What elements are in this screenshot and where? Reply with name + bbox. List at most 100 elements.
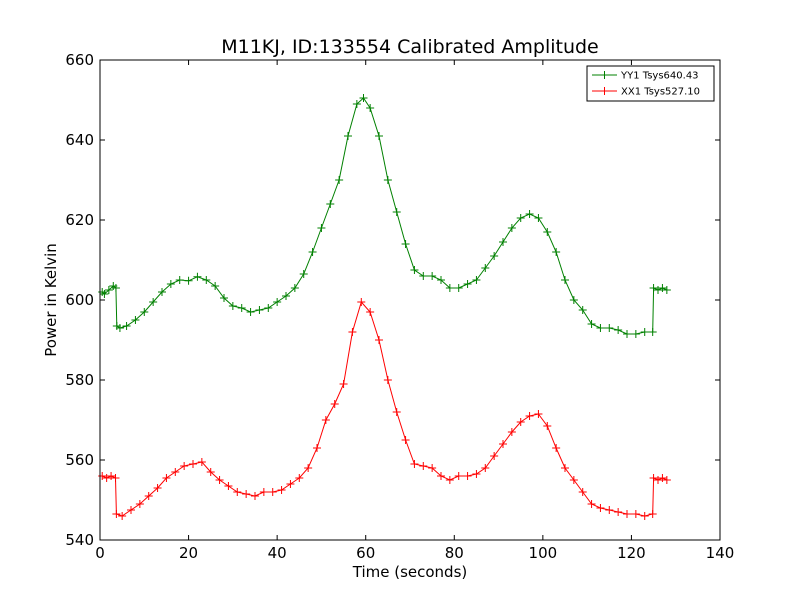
x-axis-label: Time (seconds) (352, 563, 468, 581)
data-point (330, 400, 339, 408)
x-tick-label: 80 (445, 544, 464, 562)
data-point (268, 488, 277, 496)
series-line (101, 300, 668, 517)
data-point (552, 248, 561, 256)
legend: YY1 Tsys640.43 XX1 Tsys527.10 (586, 65, 715, 102)
data-point (596, 324, 605, 332)
data-point (481, 264, 490, 272)
series-1 (98, 298, 671, 520)
data-point (463, 472, 472, 480)
series-layer (98, 94, 671, 520)
x-tick-label: 140 (706, 544, 735, 562)
data-point (112, 510, 121, 518)
legend-marker (600, 71, 609, 79)
data-point (299, 270, 308, 278)
data-point (631, 510, 640, 518)
data-point (104, 286, 113, 294)
data-point (326, 200, 335, 208)
data-point (118, 512, 127, 520)
y-axis-label: Power in Kelvin (42, 243, 60, 357)
chart-title: M11KJ, ID:133554 Calibrated Amplitude (221, 36, 599, 58)
data-point (273, 298, 282, 306)
series-0 (98, 94, 671, 338)
data-point (282, 292, 290, 300)
data-point (437, 276, 445, 284)
data-point (463, 280, 472, 288)
data-point (649, 284, 658, 292)
data-point (304, 464, 313, 472)
data-point (166, 280, 175, 288)
data-point (490, 452, 499, 460)
x-tick-label: 20 (179, 544, 198, 562)
y-tick-label: 660 (65, 51, 94, 69)
data-point (115, 324, 124, 332)
x-tick-label: 0 (95, 544, 105, 562)
data-point (131, 316, 140, 324)
data-point (202, 276, 211, 284)
data-point (193, 272, 202, 281)
data-point (107, 472, 116, 480)
data-point (410, 460, 419, 468)
data-point (454, 284, 463, 292)
x-tick-label: 60 (356, 544, 375, 562)
data-point (264, 304, 273, 312)
data-point (419, 272, 428, 280)
x-tick-label: 100 (529, 544, 558, 562)
y-tick-label: 540 (65, 531, 94, 549)
data-point (543, 228, 552, 236)
data-point (295, 474, 304, 482)
data-point (122, 322, 131, 330)
data-point (277, 486, 286, 494)
data-point (211, 282, 220, 290)
x-tick-label: 120 (617, 544, 646, 562)
data-point (259, 488, 268, 496)
data-point (640, 512, 649, 520)
data-point (658, 284, 667, 292)
data-point (640, 328, 649, 336)
data-point (215, 476, 224, 484)
data-point (189, 460, 197, 468)
data-point (614, 508, 623, 516)
legend-label: YY1 Tsys640.43 (620, 71, 699, 82)
data-point (649, 474, 658, 482)
data-point (525, 210, 534, 218)
data-point (246, 308, 255, 316)
data-point (171, 468, 180, 476)
data-point (534, 410, 543, 418)
data-point (135, 500, 144, 508)
data-point (516, 418, 525, 426)
data-point (317, 224, 326, 232)
data-point (344, 132, 352, 140)
legend-box (586, 65, 715, 102)
legend-marker (600, 87, 609, 95)
data-point (410, 266, 419, 274)
data-point (445, 476, 454, 484)
data-point (184, 276, 193, 285)
data-point (507, 224, 516, 232)
data-point (569, 476, 578, 484)
data-point (228, 302, 237, 310)
x-tick-label: 40 (268, 544, 287, 562)
series-line (101, 97, 668, 335)
data-point (605, 324, 614, 332)
data-point (648, 510, 657, 518)
data-point (127, 506, 135, 514)
data-point (614, 326, 623, 334)
data-point (383, 376, 392, 384)
y-tick-label: 580 (65, 371, 94, 389)
data-point (662, 476, 671, 484)
data-point (499, 440, 507, 448)
data-point (359, 94, 368, 102)
data-point (587, 320, 596, 328)
data-point (352, 100, 361, 108)
data-point (375, 132, 383, 140)
data-point (654, 286, 662, 294)
data-point (237, 304, 246, 312)
data-point (516, 214, 525, 222)
data-point (654, 476, 662, 484)
data-point (507, 428, 516, 436)
data-point (490, 252, 499, 260)
data-point (392, 408, 401, 416)
data-point (111, 284, 120, 292)
